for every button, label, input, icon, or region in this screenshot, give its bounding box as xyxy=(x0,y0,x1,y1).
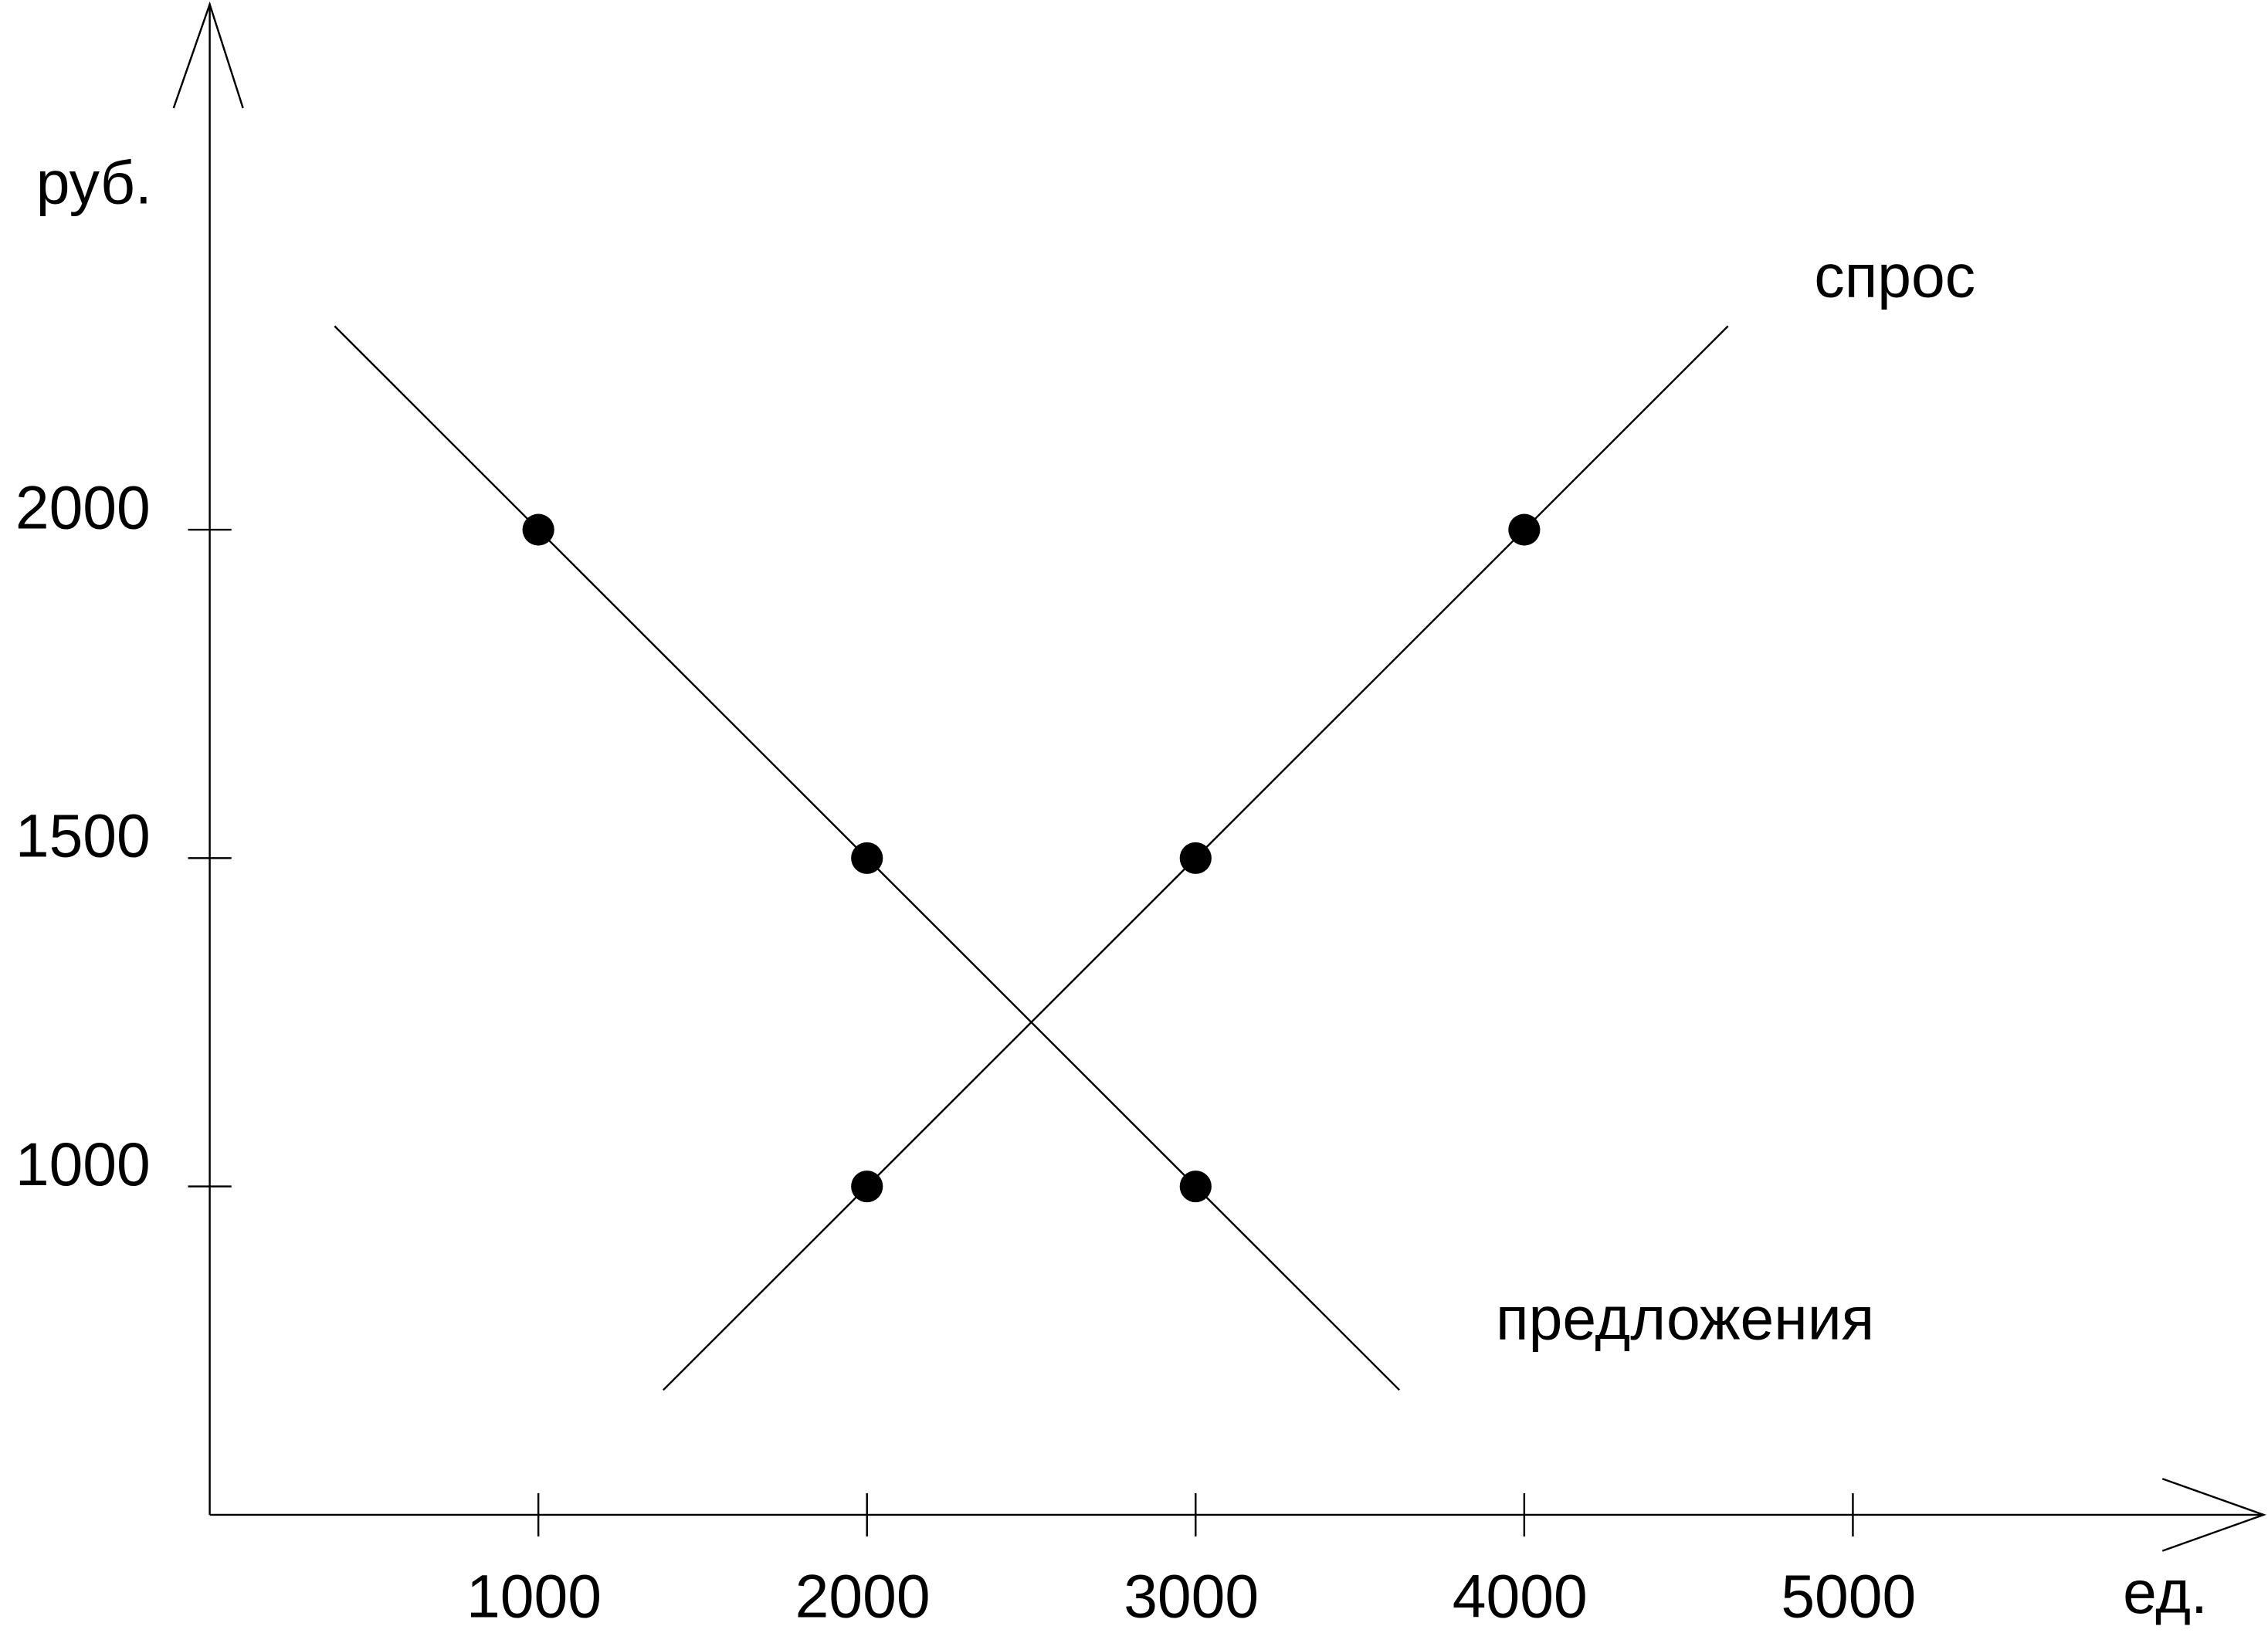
series-label: спрос xyxy=(1814,242,1975,310)
y-tick-label: 1000 xyxy=(15,1130,151,1198)
y-axis-label: руб. xyxy=(36,149,152,217)
line-extension xyxy=(1523,325,1729,530)
data-point xyxy=(851,1171,883,1203)
data-point xyxy=(522,513,554,546)
data-point xyxy=(1179,1171,1212,1203)
x-tick-label: 5000 xyxy=(1781,1563,1916,1631)
series-label: предложения xyxy=(1496,1284,1874,1352)
line-extension xyxy=(334,325,540,530)
x-tick-label: 3000 xyxy=(1124,1563,1259,1631)
data-point xyxy=(1179,842,1212,874)
data-point xyxy=(851,842,883,874)
line-extension xyxy=(1195,1185,1401,1391)
x-tick-label: 2000 xyxy=(795,1563,931,1631)
x-axis-arrow xyxy=(2161,1478,2267,1552)
y-tick-label: 1500 xyxy=(15,802,151,870)
x-tick-label: 4000 xyxy=(1453,1563,1588,1631)
line-extension xyxy=(663,1185,868,1391)
x-tick-label: 1000 xyxy=(466,1563,602,1631)
data-point xyxy=(1508,513,1541,546)
x-axis-label: ед. xyxy=(2123,1558,2208,1626)
y-axis-arrow xyxy=(172,1,244,109)
y-tick-label: 2000 xyxy=(15,473,151,541)
